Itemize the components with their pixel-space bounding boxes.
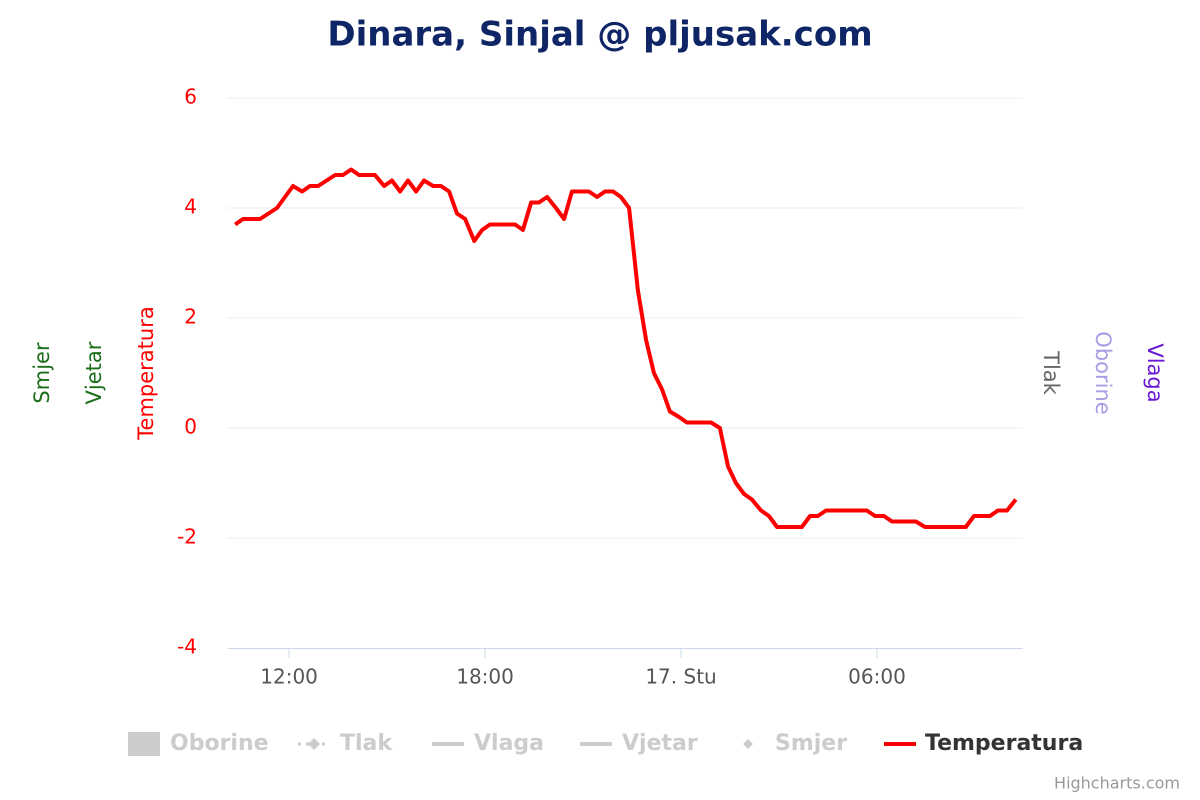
y-tick-label: -4 bbox=[177, 635, 197, 659]
y-tick-label: 2 bbox=[184, 305, 197, 329]
legend-label[interactable]: Vlaga bbox=[474, 731, 544, 756]
legend-label[interactable]: Smjer bbox=[775, 731, 847, 756]
legend-label[interactable]: Vjetar bbox=[622, 731, 698, 756]
series-line bbox=[234, 167, 1018, 529]
y-tick-label: 4 bbox=[184, 195, 197, 219]
chart-title: Dinara, Sinjal @ pljusak.com bbox=[327, 15, 872, 55]
credits[interactable]: Highcharts.com bbox=[1054, 774, 1180, 793]
x-tick-label: 06:00 bbox=[848, 665, 906, 689]
axis-title: Temperatura bbox=[134, 306, 158, 440]
legend-symbol bbox=[128, 732, 160, 756]
axis-title: Vlaga bbox=[1143, 343, 1167, 402]
x-tick-label: 17. Stu bbox=[645, 665, 716, 689]
axis-title: Tlak bbox=[1039, 350, 1063, 396]
legend-label[interactable]: Temperatura bbox=[925, 731, 1083, 756]
y-tick-label: 0 bbox=[184, 415, 197, 439]
axis-title: Oborine bbox=[1091, 331, 1115, 414]
legend-symbol bbox=[743, 739, 753, 749]
legend-label[interactable]: Tlak bbox=[340, 731, 393, 756]
legend-symbol bbox=[308, 738, 320, 750]
y-tick-label: -2 bbox=[177, 525, 197, 549]
x-tick-label: 12:00 bbox=[260, 665, 318, 689]
x-tick-label: 18:00 bbox=[456, 665, 514, 689]
legend-label[interactable]: Oborine bbox=[170, 731, 269, 756]
axis-title: Smjer bbox=[30, 342, 54, 404]
axis-title: Vjetar bbox=[82, 341, 106, 404]
y-tick-label: 6 bbox=[184, 85, 197, 109]
